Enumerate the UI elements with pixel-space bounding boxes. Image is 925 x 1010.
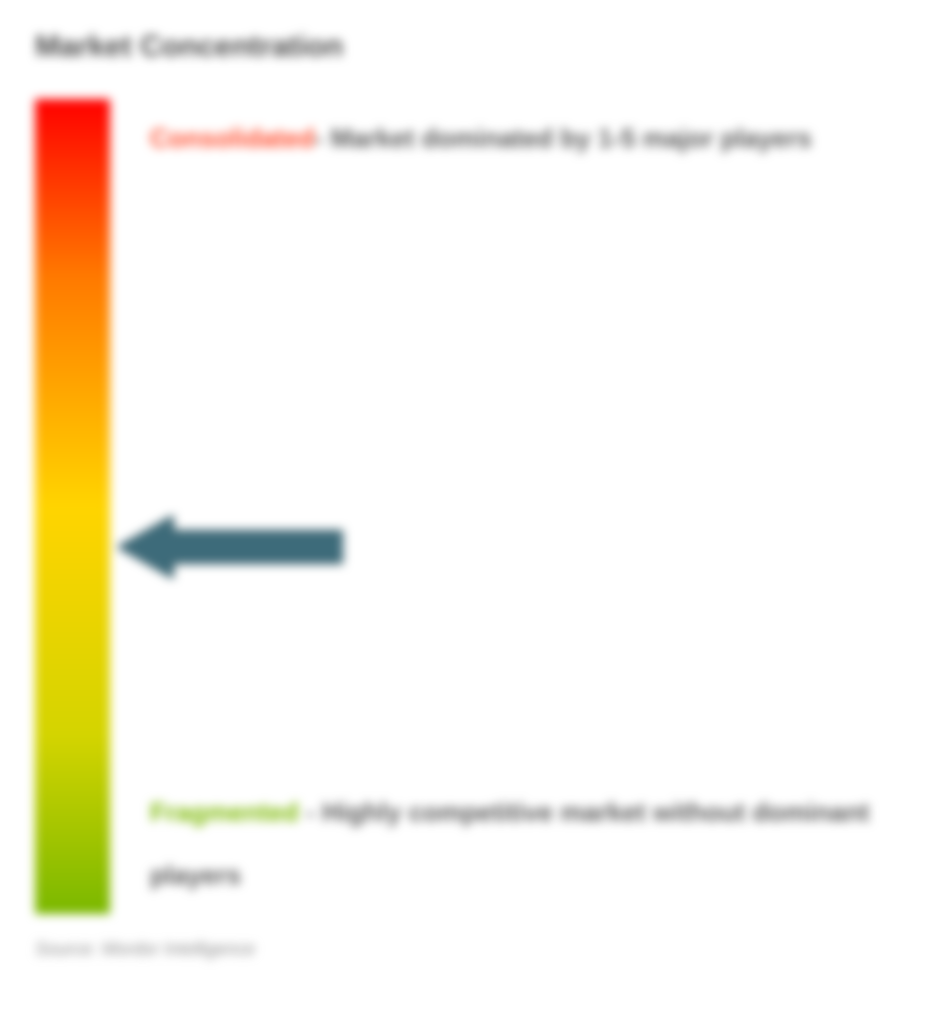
position-indicator-arrow (118, 516, 343, 578)
content-row: Consolidated- Market dominated by 1-5 ma… (35, 99, 890, 914)
consolidated-text: - Market dominated by 1-5 major players (315, 123, 812, 153)
text-column: Consolidated- Market dominated by 1-5 ma… (110, 99, 890, 914)
source-attribution: Source: Mordor Intelligence (35, 939, 890, 960)
chart-title: Market Concentration (35, 30, 890, 64)
gradient-scale-bar (35, 99, 110, 914)
consolidated-description: Consolidated- Market dominated by 1-5 ma… (150, 99, 890, 169)
consolidated-label: Consolidated (150, 123, 315, 153)
fragmented-label: Fragmented (150, 797, 299, 827)
fragmented-description: Fragmented - Highly competitive market w… (150, 781, 890, 914)
arrow-left-icon (118, 516, 343, 578)
